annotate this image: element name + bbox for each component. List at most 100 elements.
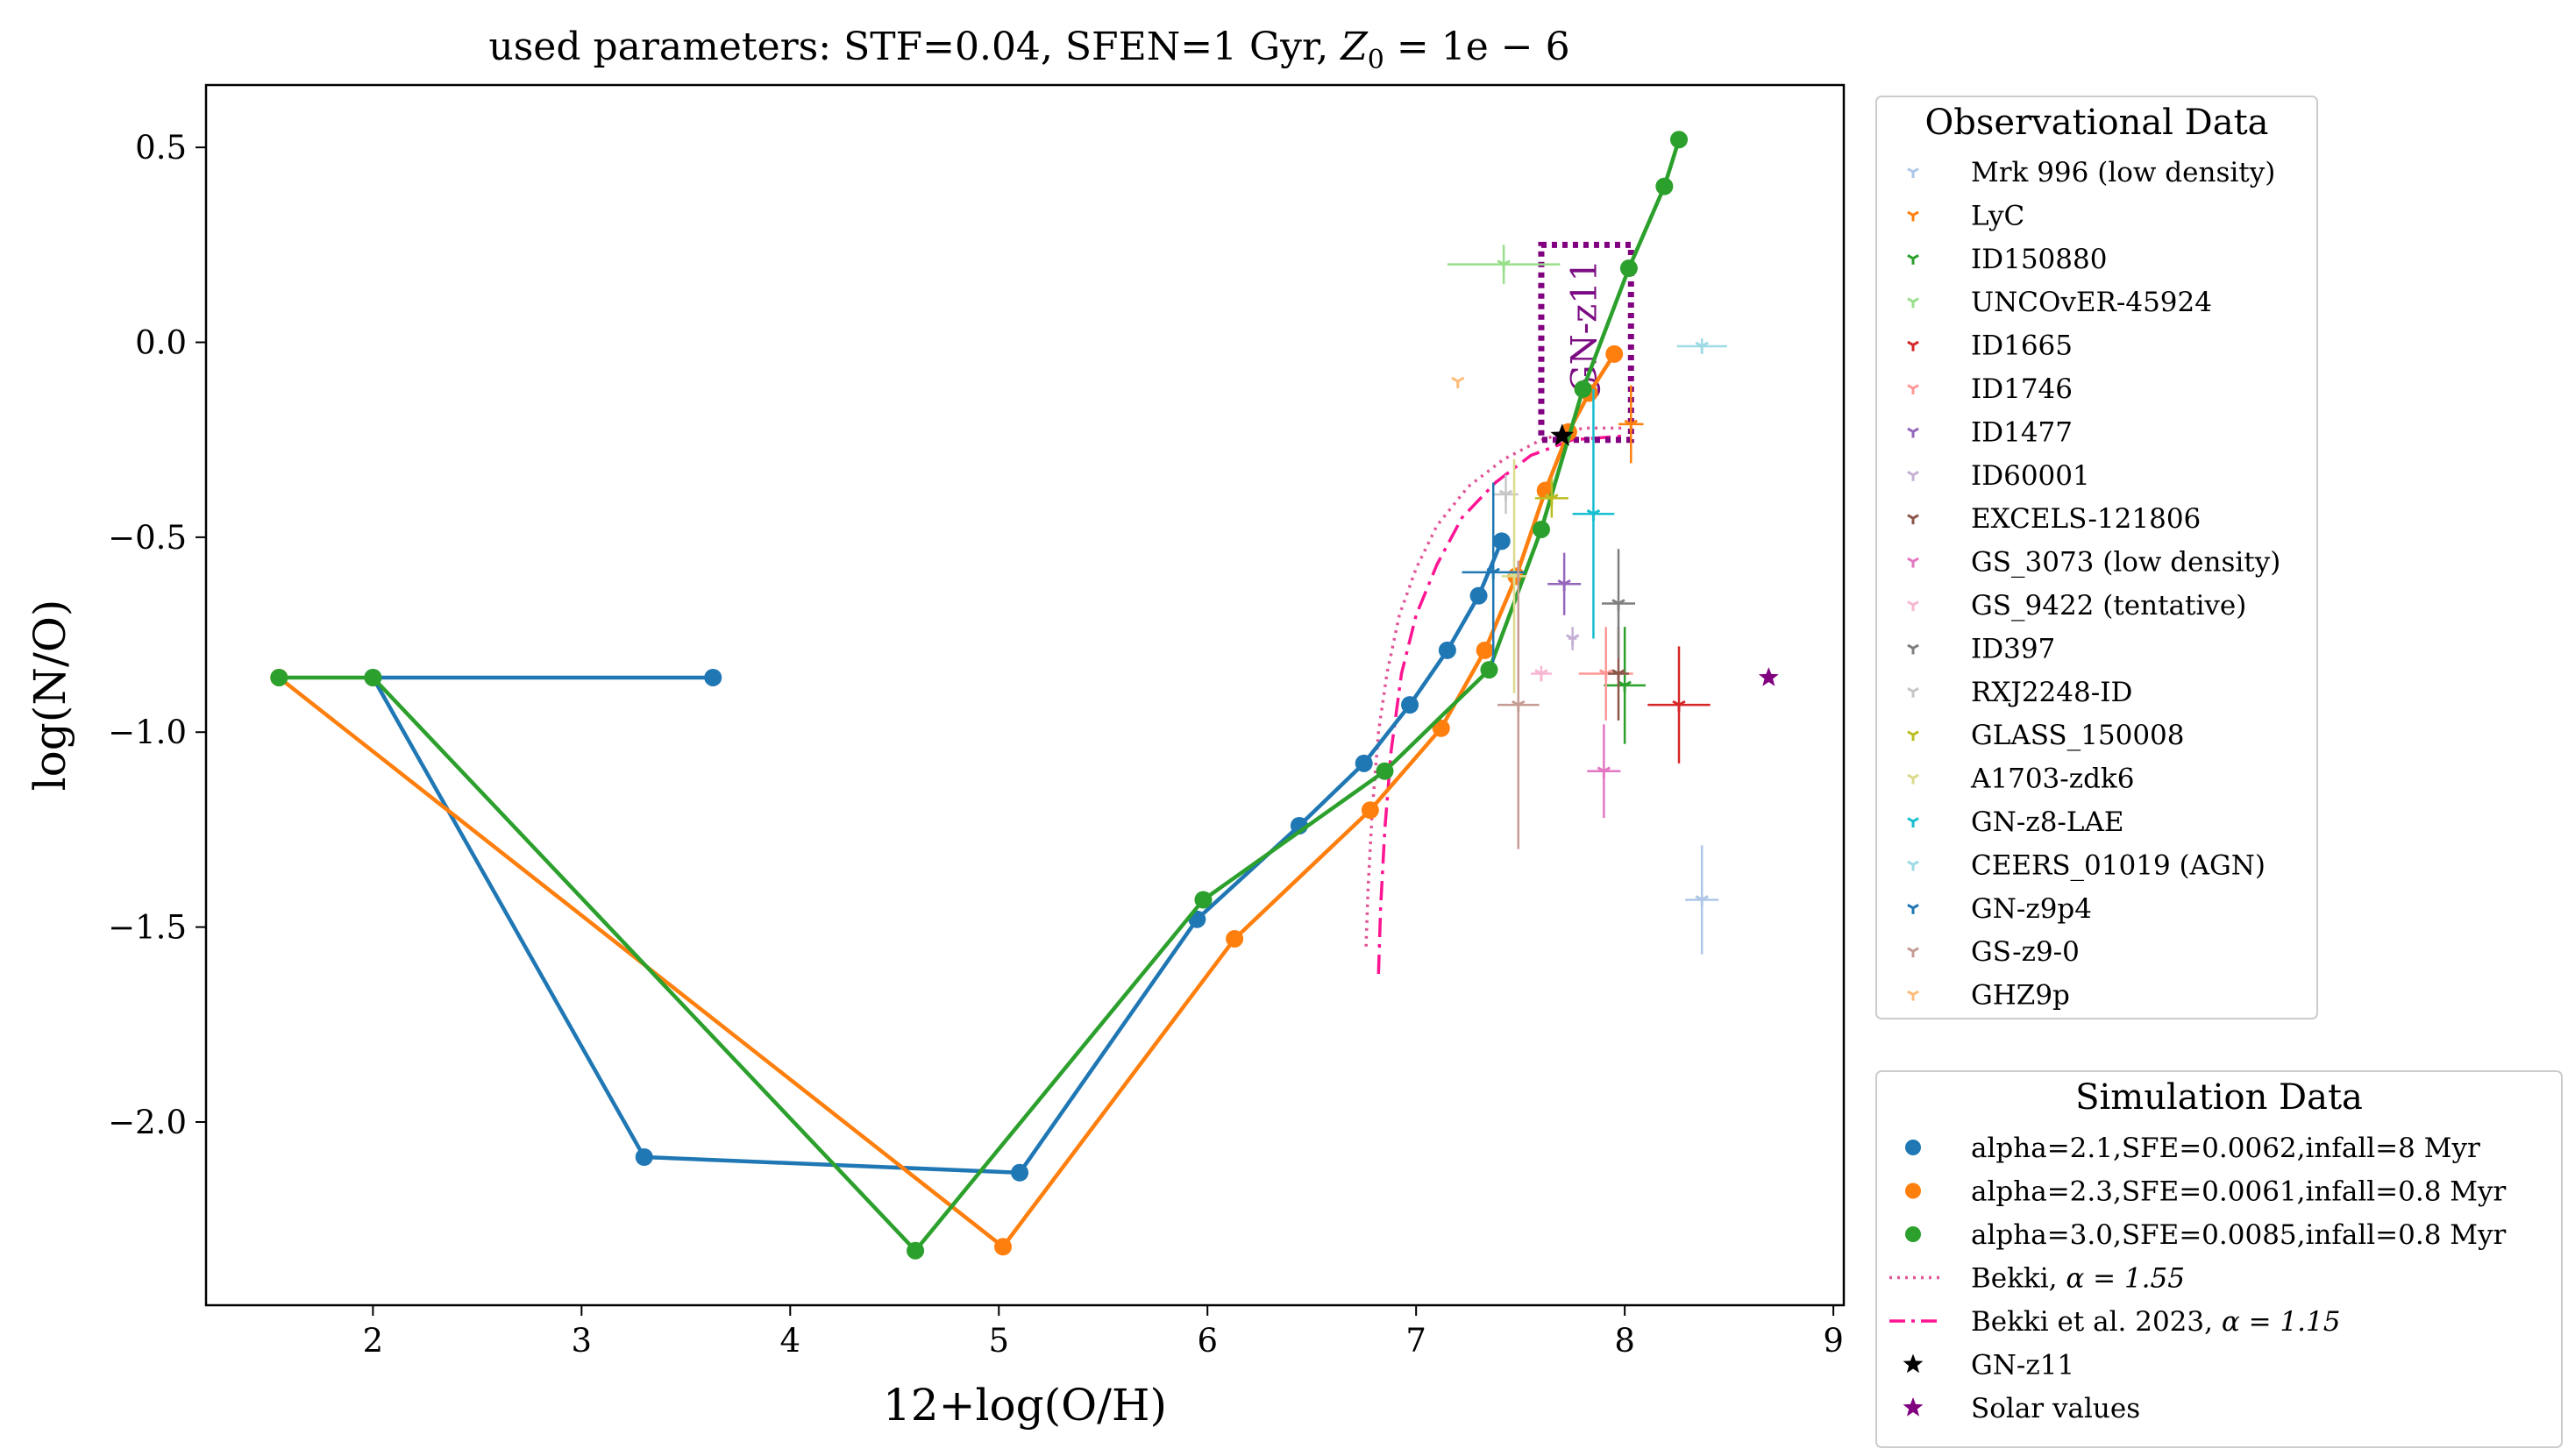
y-tick-label: 0.0 [135,324,187,362]
observation-marker [1695,895,1709,907]
legend-sim-marker [1905,1226,1921,1242]
observation-marker [1611,669,1625,681]
simulation-point [1469,586,1488,605]
legend-sim-label: alpha=2.3,SFE=0.0061,infall=0.8 Myr [1971,1176,2507,1208]
observation-point [1534,479,1568,518]
y-tick-label: −2.0 [108,1104,187,1141]
simulation-point [1605,344,1624,363]
simulation-point [994,1238,1013,1256]
x-tick-label: 9 [1823,1322,1844,1360]
legend-obs-marker [1907,773,1919,785]
observation-point [1572,388,1615,639]
legend-obs-marker [1907,860,1919,871]
observation-point [1685,845,1719,955]
observation-marker [1586,508,1601,522]
bekki-curve [1364,426,1625,947]
legend-obs-marker [1907,167,1919,178]
observation-point [1531,665,1552,682]
legend-obs-label: ID397 [1971,633,2055,664]
legend-obs-label: A1703-zdk6 [1970,764,2134,795]
x-tick-label: 6 [1197,1322,1218,1360]
legend-obs-label: ID1746 [1971,373,2073,405]
observation-marker [1597,766,1611,778]
simulation-point [1574,380,1592,398]
legend-obs-frame [1875,96,2318,1019]
simulation-point [635,1148,653,1167]
legend-obs-label: GS_9422 (tentative) [1971,590,2246,621]
gn-z11-annotation: GN-z11 [1565,259,1605,393]
simulation-point [1480,661,1498,679]
legend-obs-marker [1907,427,1919,438]
legend-obs-title: Observational Data [1924,103,2268,143]
simulation-point [1011,1163,1029,1182]
simulation-point [1619,259,1638,278]
legend-obs-marker [1907,297,1919,309]
legend-sim-marker [1905,1140,1921,1155]
observation-marker [1512,700,1526,713]
observation-point [1578,627,1633,721]
simulation-point [1655,177,1674,195]
legend-sim-label: Bekki, α = 1.55 [1971,1263,2185,1295]
legend-obs-label: EXCELS-121806 [1971,503,2201,535]
gn-z11-star [1550,423,1575,446]
legend-obs-marker [1907,514,1919,525]
observation-marker [1486,567,1500,579]
observation-marker [1565,634,1580,646]
observation-point [1547,552,1582,615]
legend-simulation: Simulation Data alpha=2.1,SFE=0.0062,infa… [1875,1070,2563,1448]
legend-obs-label: GS_3073 (low density) [1971,547,2280,579]
simulation-point [1226,929,1244,948]
solar-star [1758,667,1779,686]
observation-marker [1618,680,1632,692]
legend-obs-label: UNCOvER-45924 [1971,287,2212,318]
observation-point [1618,385,1644,464]
x-tick-label: 5 [988,1322,1009,1360]
legend-sim-label: Bekki et al. 2023, α = 1.15 [1971,1306,2340,1338]
legend-sim-label: alpha=3.0,SFE=0.0085,infall=0.8 Myr [1971,1219,2507,1251]
simulation-point [1532,520,1550,538]
legend-obs-marker [1907,730,1919,742]
x-tick-label: 7 [1405,1322,1426,1360]
legend-obs-marker [1907,600,1919,611]
observation-point [1451,376,1465,388]
observation-marker [1557,579,1571,592]
y-tick-label: −1.0 [108,714,187,751]
simulation-point [1355,754,1373,772]
bekki-curve [1376,434,1625,975]
legend-obs-label: ID150880 [1971,244,2107,275]
simulation-point [1194,891,1213,909]
observation-marker [1497,259,1511,272]
legend-sim-marker [1905,1183,1921,1199]
observation-marker [1545,494,1559,506]
legend-obs-marker [1907,340,1919,352]
y-tick-label: 0.5 [135,129,187,167]
simulation-point [364,668,382,686]
simulation-point [1361,801,1379,820]
legend-sim-frame [1875,1070,2563,1448]
observation-point [1447,245,1561,284]
legend-sim-label: GN-z11 [1971,1350,2074,1381]
plot-area: GN-z11 [270,131,1779,1260]
observation-point [1604,627,1646,744]
simulation-point [907,1241,925,1260]
observation-marker [1611,599,1625,611]
legend-obs-label: GS-z9-0 [1971,936,2080,968]
x-axis-label: 12+log(O/H) [883,1380,1167,1431]
legend-obs-marker [1907,686,1919,698]
legend-obs-marker [1907,990,1919,1001]
observation-point [1497,560,1540,849]
observation-marker [1534,669,1548,681]
legend-obs-marker [1907,643,1919,655]
simulation-point [1438,641,1456,659]
observation-marker [1672,700,1686,713]
chart-title-rest: = 1e − 6 [1384,25,1570,69]
legend-sim-star [1903,1397,1924,1417]
legend-obs-marker [1907,903,1919,914]
gn-z11-box [1538,241,1634,444]
y-axis-label: log(N/O) [25,600,75,792]
simulation-line [279,138,1682,1253]
y-tick-label: −1.5 [108,909,187,947]
simulation-point [270,668,288,686]
observation-point [1587,724,1621,819]
